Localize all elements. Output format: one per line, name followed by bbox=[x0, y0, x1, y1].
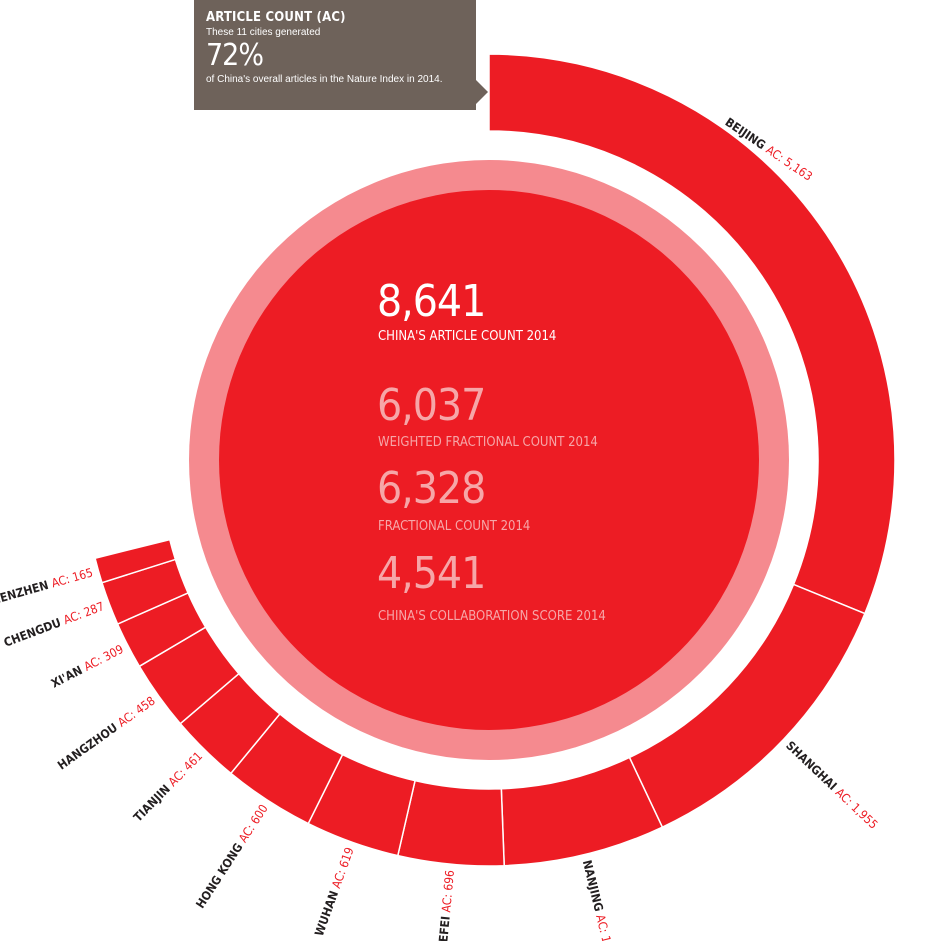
label-shenzhen: SHENZHEN AC: 165 bbox=[0, 565, 94, 609]
article-count-callout: ARTICLE COUNT (AC) These 11 cities gener… bbox=[194, 0, 476, 110]
label-xi-an: XI'AN AC: 309 bbox=[49, 642, 126, 691]
label-hefei: HEFEI AC: 696 bbox=[435, 869, 457, 941]
center-value-4: 4,541 bbox=[377, 548, 485, 599]
inner-red-circle bbox=[219, 190, 759, 730]
callout-line-2: of China's overall articles in the Natur… bbox=[206, 74, 443, 85]
label-hangzhou: HANGZHOU AC: 458 bbox=[55, 694, 158, 773]
center-value-2: 6,037 bbox=[377, 380, 485, 431]
segment-shenzhen bbox=[94, 538, 177, 584]
label-wuhan: WUHAN AC: 619 bbox=[312, 845, 357, 938]
label-nanjing: NANJING AC: 1,064 bbox=[580, 859, 619, 941]
segment-beijing bbox=[488, 53, 896, 615]
callout-percent: 72% bbox=[206, 38, 264, 73]
callout-line-1: These 11 cities generated bbox=[206, 27, 321, 38]
center-value-1: 8,641 bbox=[377, 276, 485, 327]
center-value-3: 6,328 bbox=[377, 463, 485, 514]
label-chengdu: CHENGDU AC: 287 bbox=[2, 599, 106, 650]
callout-pointer bbox=[476, 80, 488, 104]
label-shanghai: SHANGHAI AC: 1,955 bbox=[783, 738, 880, 831]
callout-heading: ARTICLE COUNT (AC) bbox=[206, 10, 346, 25]
segment-hefei bbox=[396, 779, 505, 867]
center-label-3: FRACTIONAL COUNT 2014 bbox=[378, 519, 530, 534]
center-label-1: CHINA'S ARTICLE COUNT 2014 bbox=[378, 329, 556, 344]
center-label-4: CHINA'S COLLABORATION SCORE 2014 bbox=[378, 609, 606, 624]
label-hong-kong: HONG KONG AC: 600 bbox=[193, 802, 271, 911]
label-tianjin: TIANJIN AC: 461 bbox=[131, 749, 205, 824]
center-label-2: WEIGHTED FRACTIONAL COUNT 2014 bbox=[378, 435, 598, 450]
